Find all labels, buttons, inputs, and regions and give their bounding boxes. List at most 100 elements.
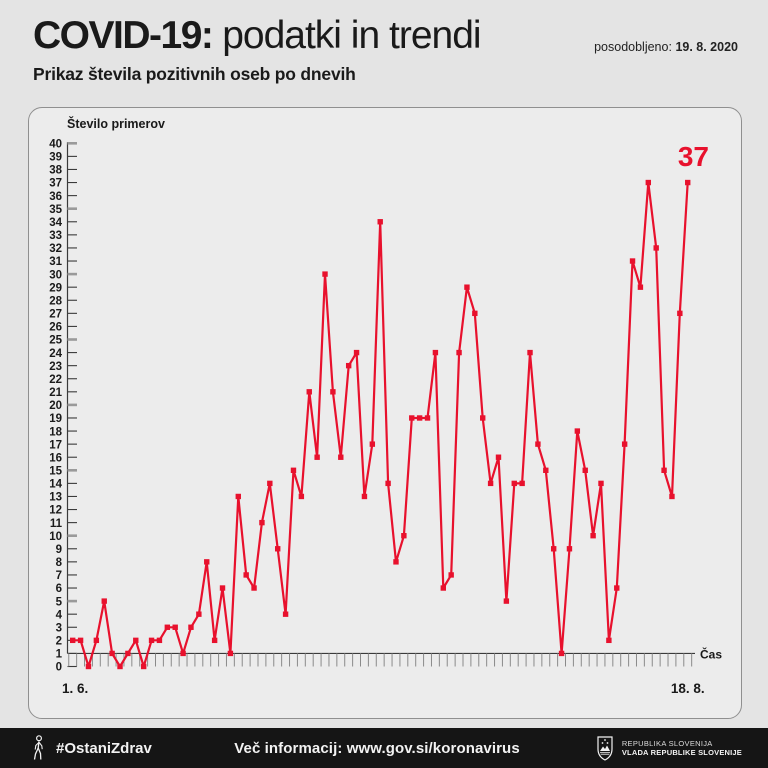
data-point [306, 389, 312, 395]
data-point [495, 454, 502, 460]
data-point [440, 585, 446, 591]
data-point [527, 349, 533, 356]
footer-gov-text: REPUBLIKA SLOVENIJA VLADA REPUBLIKE SLOV… [622, 739, 742, 757]
data-point [77, 637, 84, 644]
data-point [227, 650, 234, 657]
data-point [133, 637, 139, 644]
data-point [558, 650, 565, 657]
data-point [298, 493, 305, 500]
y-tick-label: 25 [49, 335, 62, 347]
data-point [550, 546, 557, 552]
y-tick-label: 19 [49, 413, 62, 425]
data-point [424, 415, 431, 421]
y-tick-label: 38 [49, 165, 62, 177]
y-tick-label: 36 [49, 191, 62, 203]
data-point [235, 493, 241, 500]
data-point [259, 519, 265, 526]
data-point [464, 284, 470, 290]
data-point [535, 441, 541, 447]
data-point [282, 611, 289, 617]
y-tick-label: 7 [56, 570, 62, 582]
data-point [85, 663, 92, 670]
y-tick-label: 2 [56, 636, 62, 648]
data-point [487, 480, 494, 487]
data-point [70, 637, 76, 644]
updated-date: 19. 8. 2020 [675, 40, 738, 54]
y-tick-label: 40 [49, 139, 62, 151]
y-tick-label: 31 [49, 256, 62, 268]
footer-bar: #OstaniZdrav Več informacij: www.gov.si/… [0, 728, 768, 768]
y-tick-label: 21 [49, 387, 62, 399]
last-value-label: 37 [678, 141, 709, 172]
data-point [637, 284, 644, 290]
data-point [180, 650, 186, 657]
y-tick-label: 8 [56, 557, 63, 569]
y-tick-label: 16 [49, 452, 62, 464]
data-point [267, 480, 273, 487]
data-point [606, 637, 612, 644]
data-point [172, 624, 178, 630]
y-tick-label: 6 [56, 583, 62, 595]
y-tick-label: 11 [50, 518, 63, 530]
data-point [543, 467, 549, 473]
data-point [566, 546, 573, 552]
data-point [653, 245, 659, 251]
data-point [416, 415, 423, 421]
data-point [361, 493, 368, 500]
y-tick-label: 32 [49, 243, 62, 255]
data-point [598, 480, 604, 487]
data-point [621, 441, 628, 447]
y-tick-label: 14 [49, 479, 62, 491]
data-point [574, 428, 581, 434]
data-point [345, 362, 352, 369]
data-point [275, 546, 281, 552]
page-title-strong: COVID-19: [33, 14, 214, 57]
y-tick-label: 37 [49, 178, 62, 190]
data-point [377, 219, 383, 225]
footer-gov-line1: REPUBLIKA SLOVENIJA [621, 739, 713, 748]
data-point [432, 349, 439, 356]
data-point [204, 559, 210, 565]
data-point [669, 493, 675, 500]
y-tick-label: 0 [56, 662, 62, 674]
data-point [661, 467, 667, 473]
data-point [314, 454, 320, 460]
data-point [519, 480, 525, 487]
data-point [148, 637, 155, 644]
data-point [645, 179, 652, 186]
data-point [101, 598, 107, 604]
data-point [456, 349, 462, 356]
chart-subtitle: Prikaz števila pozitivnih oseb po dnevih [33, 64, 356, 84]
updated-label: posodobljeno: [594, 40, 672, 54]
data-point [93, 637, 100, 644]
y-tick-label: 35 [49, 204, 62, 216]
data-point [330, 389, 336, 395]
y-tick-label: 9 [56, 544, 62, 556]
data-point [472, 310, 478, 317]
data-point [251, 585, 257, 591]
y-tick-label: 23 [49, 361, 62, 373]
footer-left: #OstaniZdrav [30, 735, 230, 761]
y-tick-label: 26 [49, 322, 62, 334]
y-tick-label: 29 [49, 282, 62, 294]
data-point [188, 624, 194, 630]
updated-timestamp: posodobljeno: 19. 8. 2020 [594, 40, 738, 54]
data-point [156, 637, 163, 644]
data-point [409, 415, 415, 421]
data-point [677, 310, 683, 317]
data-point [448, 572, 454, 578]
footer-hashtag: #OstaniZdrav [56, 739, 152, 757]
y-tick-label: 13 [49, 492, 62, 504]
y-tick-label: 28 [49, 295, 62, 307]
y-tick-label: 12 [49, 505, 62, 517]
data-point [685, 179, 691, 186]
y-tick-label: 20 [49, 400, 62, 412]
data-point [322, 271, 328, 277]
data-point [393, 559, 399, 565]
x-start-label: 1. 6. [62, 681, 88, 696]
y-axis-title: Število primerov [67, 116, 165, 131]
slovenia-coat-of-arms-icon [597, 736, 613, 761]
y-tick-label: 1 [56, 649, 63, 661]
data-point [243, 572, 249, 578]
y-tick-label: 18 [49, 426, 62, 438]
